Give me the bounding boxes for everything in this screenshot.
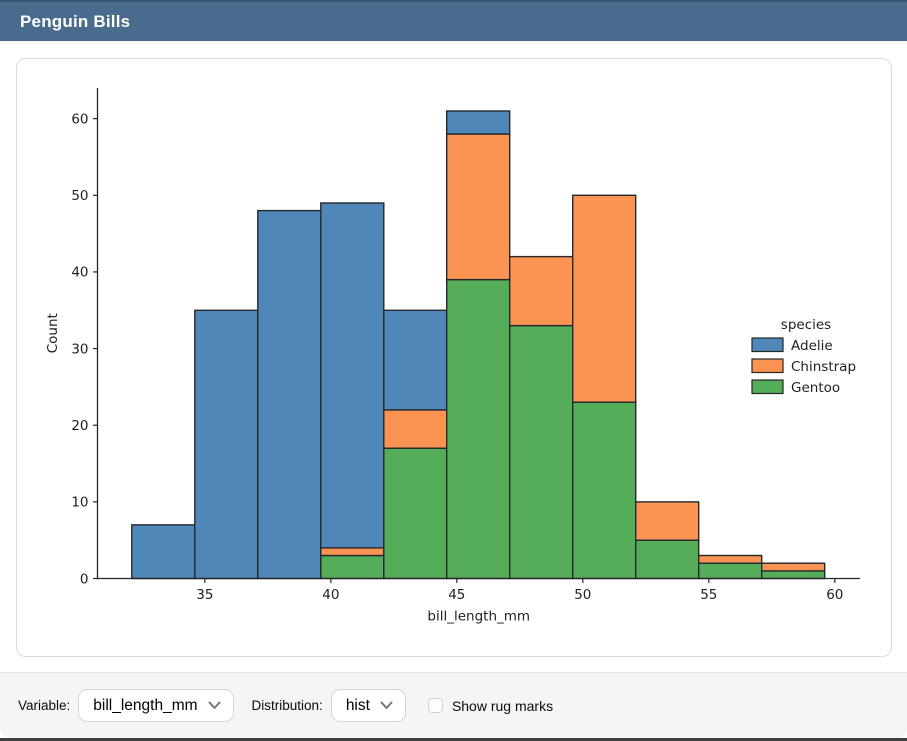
app-header: Penguin Bills — [0, 0, 907, 41]
distribution-label: Distribution: — [251, 698, 323, 713]
chart-card — [16, 58, 892, 657]
distribution-select-value: hist — [345, 696, 370, 714]
page-title: Penguin Bills — [20, 11, 131, 31]
chevron-down-icon — [380, 701, 393, 710]
bottom-window-edge — [0, 738, 907, 741]
controls-bar: Variable: bill_length_mm Distribution: h… — [0, 672, 907, 738]
rug-checkbox[interactable] — [427, 698, 443, 713]
variable-label: Variable: — [18, 698, 71, 713]
distribution-select[interactable]: hist — [330, 689, 406, 722]
chevron-down-icon — [208, 701, 221, 710]
variable-select-value: bill_length_mm — [93, 696, 198, 714]
variable-select[interactable]: bill_length_mm — [78, 689, 234, 722]
rug-label: Show rug marks — [451, 697, 554, 714]
